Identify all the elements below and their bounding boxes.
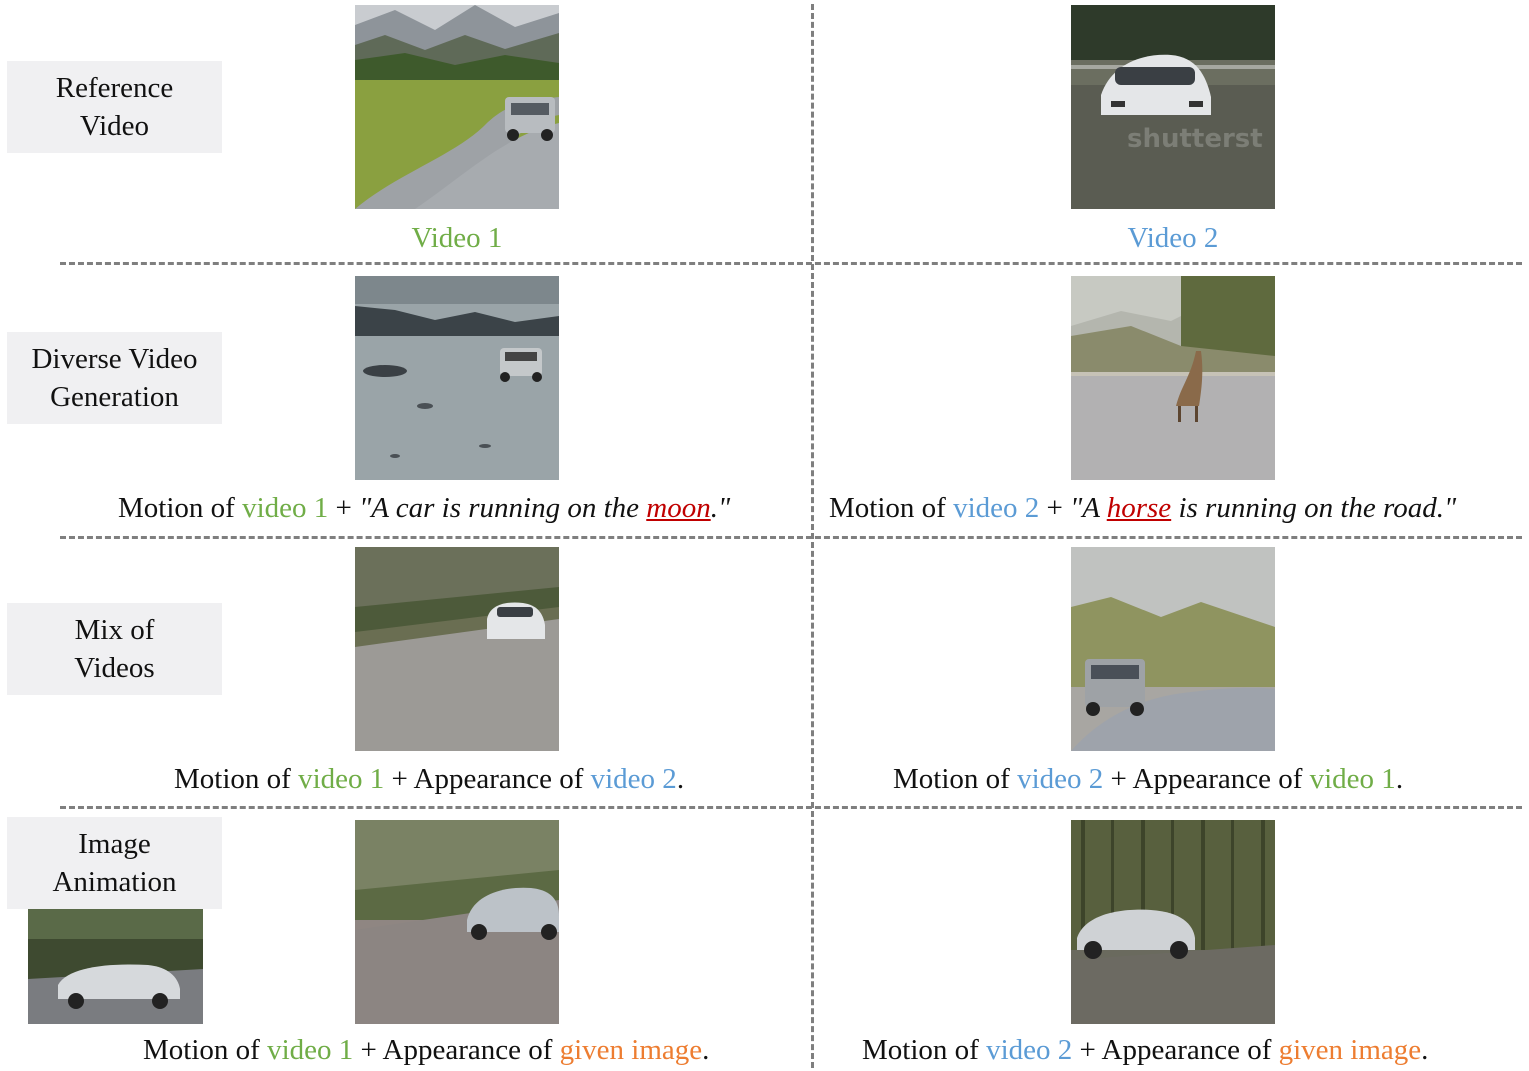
highlight-word: moon xyxy=(646,492,711,524)
mix-right-frame xyxy=(1071,547,1275,751)
video-1-ref: video 1 xyxy=(242,492,329,524)
diverse-horse-frame xyxy=(1071,276,1275,480)
diverse-left-caption: Motion of video 1 + "A car is running on… xyxy=(118,492,731,524)
highlight-word: horse xyxy=(1106,492,1172,524)
row-divider-3 xyxy=(60,806,1522,809)
video-1-ref: video 1 xyxy=(1309,763,1396,795)
video-2-ref: video 2 xyxy=(590,763,677,795)
animation-left-frame xyxy=(355,820,559,1024)
row-label-diverse-video-generation: Diverse Video Generation xyxy=(7,332,222,424)
video-2-ref: video 2 xyxy=(1017,763,1104,795)
animation-left-caption: Motion of video 1 + Appearance of given … xyxy=(143,1034,710,1066)
mix-right-caption: Motion of video 2 + Appearance of video … xyxy=(893,763,1404,795)
video-1-ref: video 1 xyxy=(298,763,385,795)
animation-right-frame xyxy=(1071,820,1275,1024)
given-image xyxy=(28,909,203,1024)
row-label-image-animation: Image Animation xyxy=(7,817,222,909)
reference-video-2-caption: Video 2 xyxy=(1127,222,1219,254)
given-image-ref: given image xyxy=(559,1034,703,1066)
animation-right-caption: Motion of video 2 + Appearance of given … xyxy=(862,1034,1429,1066)
given-image-ref: given image xyxy=(1278,1034,1422,1066)
row-label-mix-of-videos: Mix of Videos xyxy=(7,603,222,695)
reference-video-1-frame xyxy=(355,5,559,209)
row-label-reference-video: Reference Video xyxy=(7,61,222,153)
mix-left-frame xyxy=(355,547,559,751)
video-2-ref: video 2 xyxy=(986,1034,1073,1066)
mix-left-caption: Motion of video 1 + Appearance of video … xyxy=(174,763,685,795)
reference-video-1-caption: Video 1 xyxy=(411,222,503,254)
diverse-moon-car-frame xyxy=(355,276,559,480)
video-1-ref: video 1 xyxy=(267,1034,354,1066)
row-divider-2 xyxy=(60,536,1522,539)
reference-video-2-frame: shutterst xyxy=(1071,5,1275,209)
diverse-right-caption: Motion of video 2 + "A horse is running … xyxy=(829,492,1457,524)
watermark-text: shutterst xyxy=(1127,124,1263,154)
video-2-ref: video 2 xyxy=(953,492,1040,524)
row-divider-1 xyxy=(60,262,1522,265)
